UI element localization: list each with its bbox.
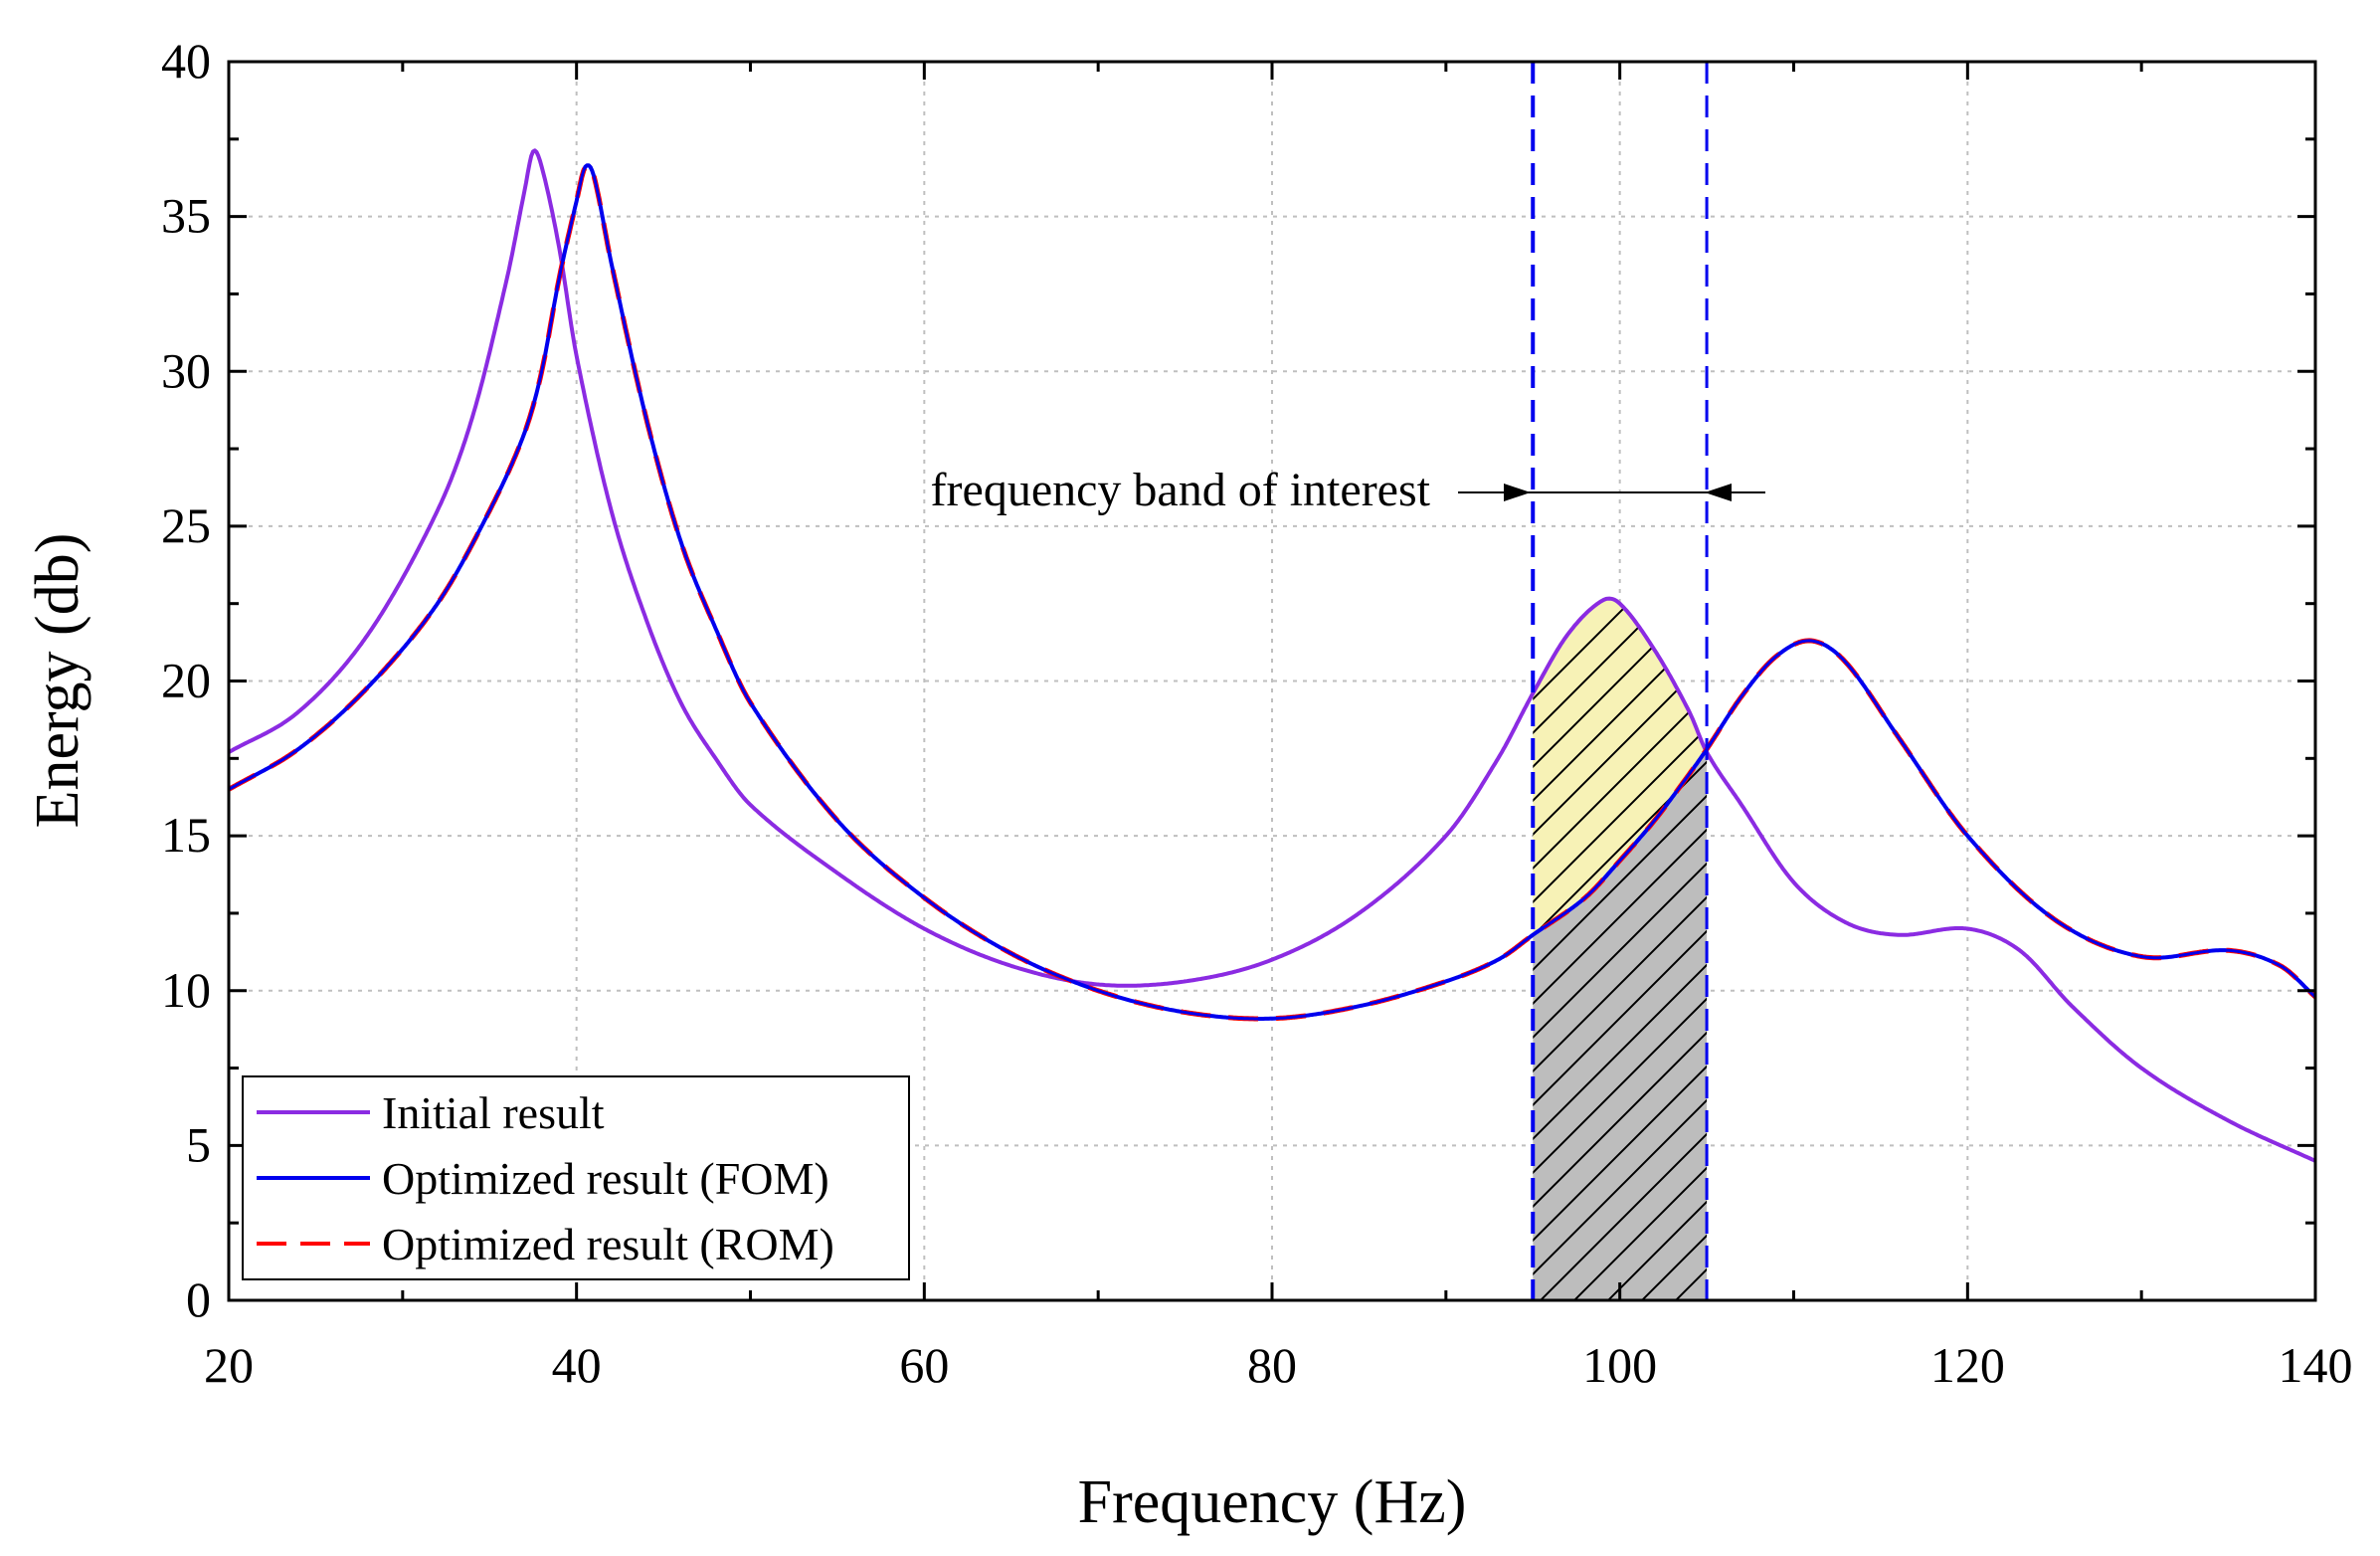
axis-tick-labels: 20 40 60 80 100 120 140 0 5 10 15 20 25 30 35 40: [161, 33, 2353, 1393]
legend: Initial result Optimized result (FOM) Op…: [242, 1075, 910, 1280]
band-fills: [1533, 598, 1708, 1300]
y-tick-label-0: 0: [186, 1271, 211, 1327]
series-lines: [229, 148, 2315, 1163]
x-tick-label-20: 20: [204, 1337, 254, 1393]
band-hatch: [1533, 598, 1708, 1300]
x-tick-label-60: 60: [899, 1337, 949, 1393]
series-line-fom-overlay: [229, 163, 2315, 1021]
x-tick-label-140: 140: [2279, 1337, 2353, 1393]
legend-label-fom: Optimized result (FOM): [382, 1153, 829, 1204]
legend-item-rom: Optimized result (ROM): [257, 1219, 834, 1269]
band-lines: [1531, 62, 1709, 1300]
y-tick-label-35: 35: [161, 188, 211, 244]
legend-label-initial: Initial result: [382, 1087, 605, 1138]
y-tick-label-40: 40: [161, 33, 211, 89]
y-tick-label-20: 20: [161, 653, 211, 708]
x-tick-label-120: 120: [1930, 1337, 2005, 1393]
x-tick-label-80: 80: [1247, 1337, 1297, 1393]
legend-item-initial: Initial result: [257, 1087, 605, 1138]
y-axis-title: Energy (db): [24, 533, 92, 829]
legend-label-rom: Optimized result (ROM): [382, 1219, 834, 1269]
arrow-right-icon: [1504, 484, 1531, 501]
arrow-left-icon: [1705, 484, 1732, 501]
annotation-text: frequency band of interest: [931, 464, 1431, 516]
axis-ticks: [227, 60, 2317, 1302]
y-tick-label-10: 10: [161, 962, 211, 1018]
y-tick-label-25: 25: [161, 497, 211, 553]
series-line-initial: [229, 148, 2315, 1163]
legend-item-fom: Optimized result (FOM): [257, 1153, 829, 1204]
x-tick-label-100: 100: [1582, 1337, 1657, 1393]
x-tick-label-40: 40: [552, 1337, 602, 1393]
y-tick-label-5: 5: [186, 1116, 211, 1172]
y-tick-label-30: 30: [161, 342, 211, 398]
y-tick-label-15: 15: [161, 807, 211, 863]
x-axis-title: Frequency (Hz): [1078, 1468, 1467, 1536]
band-annotation: frequency band of interest: [931, 464, 1765, 516]
